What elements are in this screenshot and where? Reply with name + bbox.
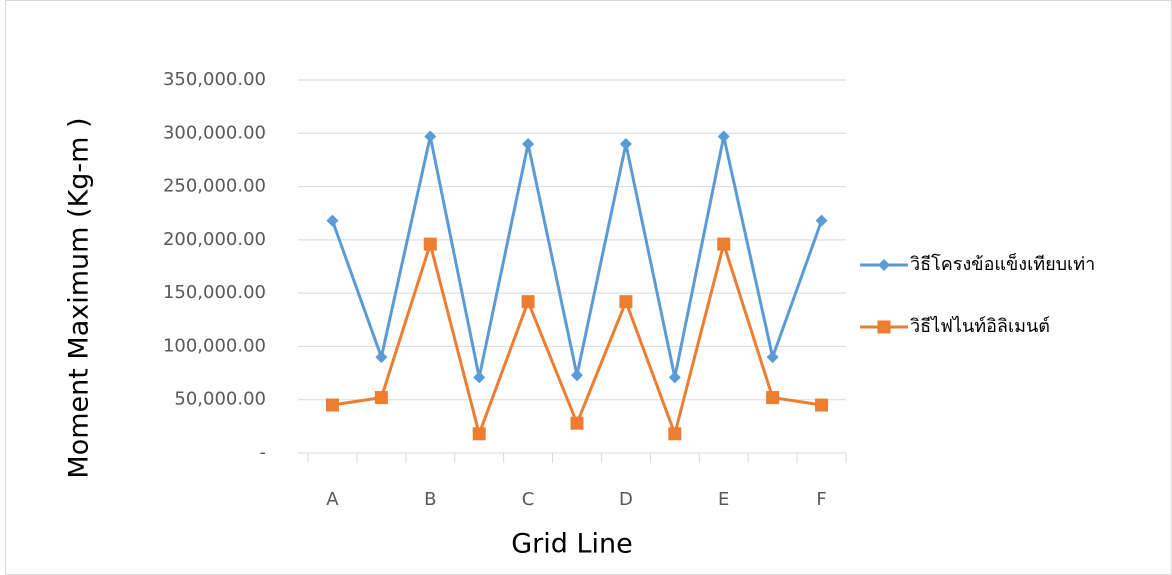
- y-tick-label: -: [260, 442, 267, 463]
- x-tick-label: F: [816, 489, 826, 510]
- data-point: [619, 295, 633, 309]
- data-point: [375, 351, 388, 364]
- data-point: [668, 427, 682, 441]
- data-point: [717, 237, 731, 251]
- data-point: [325, 398, 339, 412]
- x-tick-label: A: [326, 489, 339, 510]
- y-tick-label: 200,000.00: [163, 229, 266, 250]
- data-point: [717, 130, 730, 143]
- legend-marker: [877, 320, 891, 334]
- data-point: [473, 371, 486, 384]
- y-tick-label: 150,000.00: [163, 282, 266, 303]
- x-tick-label: B: [424, 489, 436, 510]
- data-point: [374, 391, 388, 405]
- data-point: [522, 137, 535, 150]
- y-tick-label: 50,000.00: [174, 389, 266, 410]
- data-point: [815, 398, 829, 412]
- legend-label: วิธีโครงข้อแข็งเทียบเท่า: [910, 252, 1095, 275]
- data-point: [423, 237, 437, 251]
- legend-label: วิธีไฟไนท์อิลิเมนต์: [910, 315, 1050, 337]
- data-point: [766, 351, 779, 364]
- y-tick-label: 250,000.00: [163, 176, 266, 197]
- y-tick-label: 350,000.00: [163, 69, 266, 90]
- data-point: [424, 130, 437, 143]
- data-point: [668, 371, 681, 384]
- x-axis-title: Grid Line: [511, 529, 633, 560]
- data-point: [619, 137, 632, 150]
- legend-marker: [878, 259, 890, 271]
- x-tick-label: D: [619, 489, 633, 510]
- data-point: [570, 416, 584, 430]
- y-axis-title: Moment Maximum (Kg-m ): [64, 117, 95, 478]
- y-tick-label: 300,000.00: [163, 122, 266, 143]
- x-tick-label: E: [718, 489, 729, 510]
- chart-border: [5, 0, 1172, 575]
- data-point: [815, 214, 828, 227]
- data-point: [571, 369, 583, 382]
- y-tick-label: 100,000.00: [163, 335, 266, 356]
- x-tick-label: C: [522, 489, 535, 510]
- data-point: [521, 295, 535, 309]
- data-point: [326, 214, 339, 227]
- data-point: [766, 391, 780, 405]
- data-point: [472, 427, 486, 441]
